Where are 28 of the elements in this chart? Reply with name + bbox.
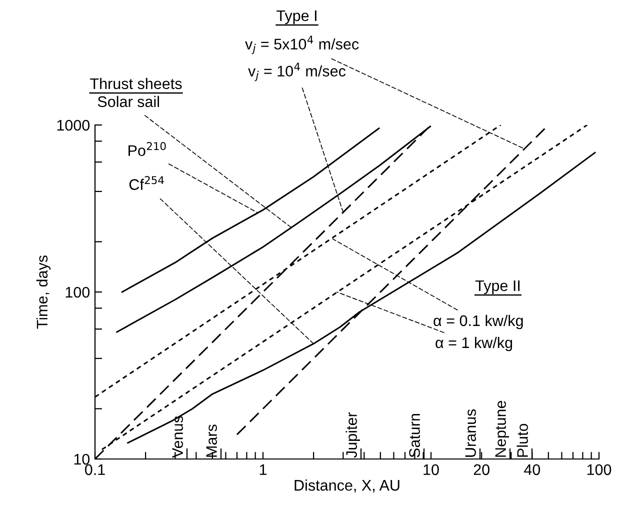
x-tick-label: 20 (474, 464, 490, 476)
annotation: Po$^{210}$ (128, 142, 166, 156)
annotation: Uranus (465, 409, 476, 457)
x-axis-title: Distance, X, AU (294, 479, 400, 493)
annotation: α = 1 kw/kg (436, 336, 512, 352)
annotation: v$_{j}$ = 10$^{4}$ m/sec (248, 62, 346, 82)
annotation: Cf$^{254}$ (129, 176, 164, 190)
x-tick-label: 100 (587, 464, 612, 476)
y-tick-label: 100 (66, 286, 90, 298)
y-tick-label: 1000 (57, 120, 90, 131)
y-axis-title: Time, days (36, 255, 51, 329)
text: Type I (276, 10, 316, 24)
annotation: Saturn (409, 414, 420, 458)
annotation: Pluto (516, 424, 528, 457)
annotation: Mars (206, 424, 217, 457)
text: Thrust sheets (90, 78, 182, 90)
x-tick-label: 10 (424, 464, 439, 476)
annotation: α = 0.1 kw/kg (434, 314, 523, 330)
x-tick-label: 0.1 (84, 464, 105, 476)
annotation: Solar sail (98, 96, 159, 108)
annotation: Jupiter (346, 412, 360, 458)
y-tick-label: 10 (74, 454, 90, 465)
x-tick-label: 1 (260, 464, 267, 475)
x-tick-label: 40 (524, 464, 540, 476)
annotation: Neptune (495, 400, 509, 457)
annotation: v$_{j}$ = 5x10$^{4}$ m/sec (245, 36, 359, 54)
annotation: Type II (475, 280, 520, 294)
annotation: Venus (172, 416, 183, 458)
